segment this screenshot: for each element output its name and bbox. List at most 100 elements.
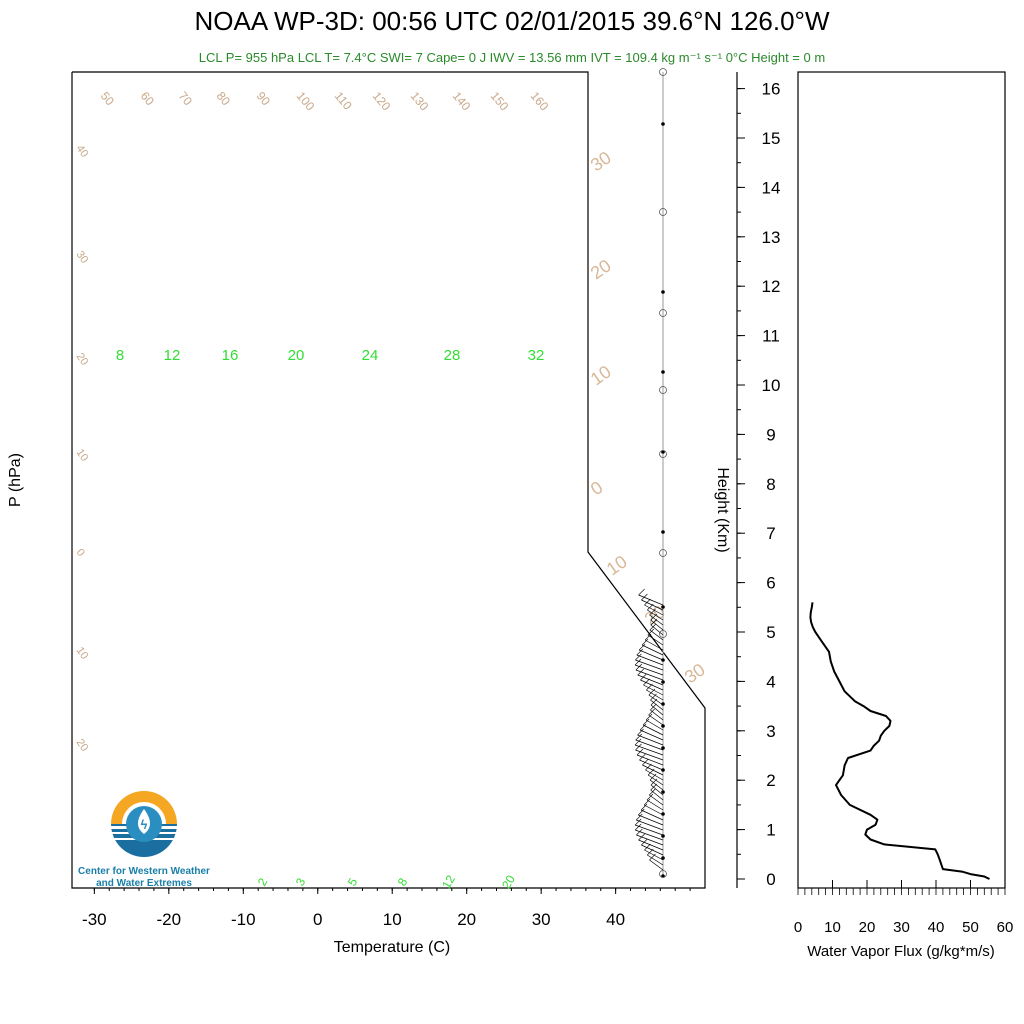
flux-x-tick-label: 20	[859, 919, 876, 936]
wind-barb-flag	[649, 788, 656, 796]
wind-barb-flag	[640, 673, 647, 681]
wind-barb	[650, 704, 664, 716]
wind-barb-flag	[648, 688, 656, 696]
mixing-ratio-label: 32	[528, 347, 545, 364]
mixing-ratio-label: 20	[499, 872, 518, 891]
x-axis-label: Temperature (C)	[334, 939, 450, 956]
flux-panel-frame	[797, 71, 1006, 889]
flux-x-tick-label: 50	[962, 919, 979, 936]
wind-barb	[644, 639, 664, 651]
wind-dot	[661, 746, 665, 750]
wind-barb	[644, 604, 664, 616]
mixing-ratio-label: 3	[293, 875, 309, 888]
calm-circle	[659, 549, 667, 557]
wind-barb-flag	[649, 773, 657, 781]
wind-barb-flag	[644, 843, 651, 851]
mixing-ratio-label: 12	[164, 347, 181, 364]
wind-barb-flag	[650, 698, 658, 706]
wind-barb	[650, 699, 664, 711]
wind-barb	[636, 654, 664, 666]
wind-barb	[634, 824, 664, 836]
height-tick-label: 16	[762, 80, 781, 99]
calm-circle	[659, 208, 667, 216]
mixing-ratio-label: 12	[439, 872, 458, 891]
wind-barb	[635, 669, 664, 681]
wind-barb	[635, 749, 664, 761]
isotherm-label: 10	[587, 361, 615, 389]
wind-barb	[636, 819, 664, 831]
wind-dot	[661, 724, 665, 728]
theta-label: 90	[254, 89, 274, 108]
height-tick-label: 9	[766, 425, 775, 444]
wind-barb	[650, 784, 664, 796]
wind-dot	[661, 605, 665, 609]
wind-barb-flag	[650, 778, 658, 786]
wind-barb	[637, 674, 664, 686]
isotherm-label: 0	[74, 547, 87, 559]
wind-dot	[661, 834, 665, 838]
wind-dot	[661, 450, 665, 454]
flux-x-tick-label: 10	[824, 919, 841, 936]
wind-barb-flag	[635, 663, 643, 671]
wind-barb-flag	[646, 793, 654, 801]
wind-barb-flag	[648, 708, 655, 716]
theta-label: 80	[214, 89, 234, 108]
calm-circle	[659, 630, 667, 638]
height-tick-label: 8	[766, 475, 775, 494]
wind-barb-flag	[643, 798, 651, 806]
mixing-ratio-label: 28	[444, 347, 461, 364]
mixing-ratio-label: 24	[362, 347, 379, 364]
wind-barb-flag	[650, 618, 658, 626]
wind-barb	[635, 829, 664, 841]
wind-barb	[649, 629, 664, 641]
plot-frame	[71, 71, 706, 889]
wind-barb-flag	[636, 648, 644, 656]
wind-barb	[636, 834, 664, 846]
wind-barb	[639, 759, 664, 771]
theta-label: 120	[370, 89, 394, 114]
wind-barb-flag	[635, 653, 642, 661]
wind-dot	[661, 856, 665, 860]
isotherm-label: 30	[681, 659, 709, 687]
wind-barb	[643, 804, 664, 816]
x-tick-label: -30	[82, 910, 107, 929]
wind-barb-flag	[638, 588, 645, 596]
wind-barb	[640, 809, 664, 821]
wind-barb-flag	[647, 768, 655, 776]
height-tick-label: 14	[762, 178, 781, 197]
logo-text-line2: and Water Extremes	[96, 878, 192, 889]
wind-barb-flag	[635, 733, 642, 741]
theta-label: 140	[450, 89, 474, 114]
theta-label: 150	[488, 89, 512, 114]
wind-barb	[635, 739, 664, 751]
height-tick-label: 5	[766, 623, 775, 642]
height-axis-label: Height (Km)	[714, 467, 731, 552]
wind-barb-flag	[644, 598, 651, 606]
isotherm-label: 20	[587, 255, 615, 283]
wind-barb-flag	[638, 643, 646, 651]
calm-circle	[659, 450, 667, 458]
flux-x-tick-label: 0	[794, 919, 802, 936]
wind-barb-flag	[638, 833, 645, 841]
wind-barb	[637, 734, 664, 746]
x-tick-label: 20	[457, 910, 476, 929]
wind-barb	[634, 664, 664, 676]
flux-line	[809, 602, 990, 880]
wind-barb	[644, 849, 664, 861]
height-tick-label: 7	[766, 524, 775, 543]
theta-label: 110	[332, 89, 355, 113]
wind-barb-flag	[649, 623, 657, 631]
mixing-ratio-label: 8	[395, 875, 411, 888]
isotherm-label: 40	[74, 143, 91, 160]
wind-barb	[649, 779, 664, 791]
height-tick-label: 6	[766, 574, 775, 593]
theta-label: 70	[176, 89, 196, 108]
x-tick-label: 40	[606, 910, 625, 929]
flux-x-axis-label: Water Vapor Flux (g/kg*m/s)	[807, 943, 995, 960]
theta-label: 50	[98, 89, 118, 108]
wind-barb-flag	[637, 728, 644, 736]
height-tick-label: 3	[766, 722, 775, 741]
wind-dot	[661, 874, 665, 878]
isotherm-label: 30	[74, 249, 91, 266]
wind-barb-flag	[641, 838, 648, 846]
